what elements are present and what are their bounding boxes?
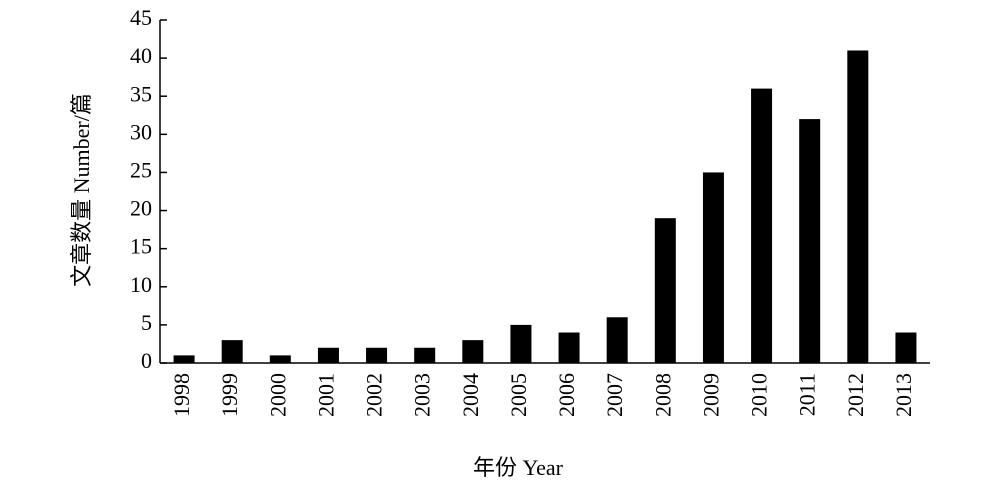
x-tick-label: 2010 xyxy=(747,373,772,417)
x-tick-label: 2002 xyxy=(362,373,387,417)
bar xyxy=(317,347,339,363)
bar xyxy=(558,332,580,363)
bar xyxy=(847,50,869,363)
x-tick-label: 1998 xyxy=(169,373,194,417)
y-tick-label: 25 xyxy=(130,157,152,182)
x-tick-label: 2012 xyxy=(843,373,868,417)
x-tick-label: 2008 xyxy=(650,373,675,417)
bar xyxy=(414,347,436,363)
bar xyxy=(366,347,388,363)
y-tick-label: 10 xyxy=(130,272,152,297)
x-tick-label: 2001 xyxy=(313,373,338,417)
x-tick-label: 2007 xyxy=(602,373,627,417)
bar xyxy=(269,355,291,363)
x-tick-label: 2013 xyxy=(891,373,916,417)
y-tick-label: 30 xyxy=(130,119,152,144)
bar xyxy=(751,88,773,363)
x-tick-label: 2006 xyxy=(554,373,579,417)
x-tick-label: 2004 xyxy=(458,373,483,417)
y-tick-label: 35 xyxy=(130,81,152,106)
y-tick-label: 15 xyxy=(130,234,152,259)
y-axis-title: 文章数量 Number/篇 xyxy=(69,93,94,287)
x-tick-label: 2005 xyxy=(506,373,531,417)
bar xyxy=(895,332,917,363)
bar xyxy=(510,324,532,363)
bar xyxy=(702,172,724,363)
bar xyxy=(221,340,243,363)
y-tick-label: 0 xyxy=(141,348,152,373)
x-tick-label: 2003 xyxy=(410,373,435,417)
bar xyxy=(799,119,821,363)
y-tick-label: 5 xyxy=(141,310,152,335)
y-tick-label: 45 xyxy=(130,5,152,30)
x-tick-label: 2011 xyxy=(795,373,820,416)
bar xyxy=(462,340,484,363)
x-axis-title: 年份 Year xyxy=(473,455,564,480)
x-tick-label: 2000 xyxy=(265,373,290,417)
bar xyxy=(606,317,628,363)
y-tick-label: 20 xyxy=(130,196,152,221)
bar xyxy=(654,218,676,363)
x-tick-label: 1999 xyxy=(217,373,242,417)
y-tick-label: 40 xyxy=(130,43,152,68)
x-tick-label: 2009 xyxy=(698,373,723,417)
bar xyxy=(173,355,195,363)
